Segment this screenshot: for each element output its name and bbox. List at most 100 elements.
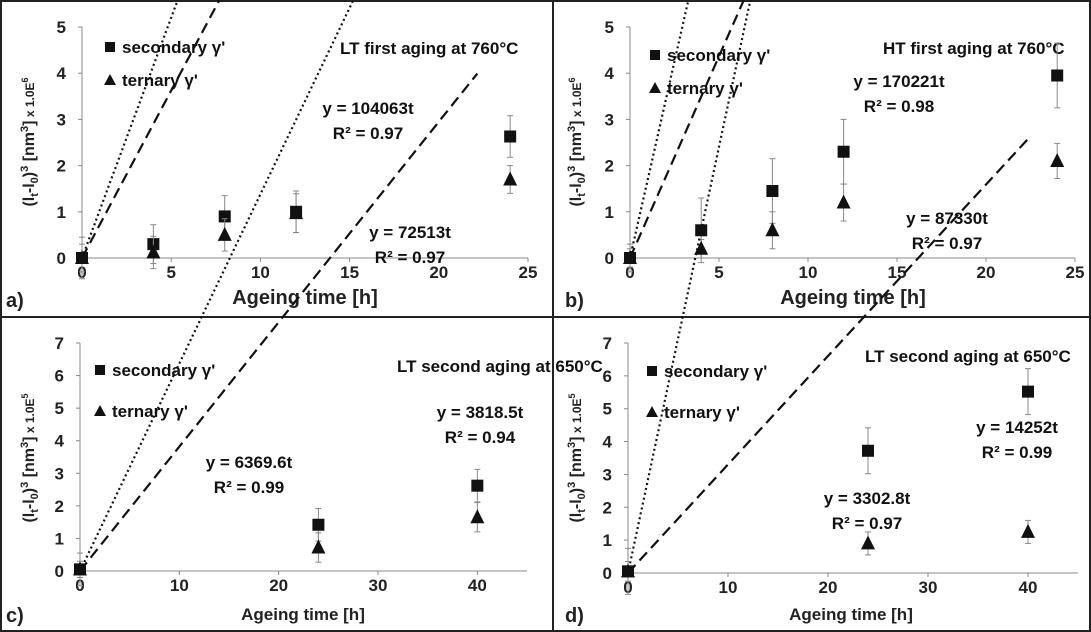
data-point-triangle (861, 535, 875, 550)
legend-entry: ternary γ' (112, 402, 188, 421)
y-tick-label: 0 (55, 562, 64, 581)
panel-label: c) (6, 605, 24, 627)
y-axis-label: (lt-l0)3 [nm3] x 1.0E6 (19, 77, 41, 206)
y-tick-label: 6 (603, 367, 612, 386)
legend-entry: secondary γ' (112, 361, 215, 380)
y-tick-label: 1 (55, 529, 64, 548)
data-point-square (312, 518, 325, 531)
data-point-square (837, 145, 850, 158)
panel-label: a) (6, 290, 24, 312)
legend-square-marker (647, 366, 657, 376)
y-tick-label: 3 (57, 110, 66, 129)
legend-square-marker (105, 42, 115, 52)
trendline-equation: y = 104063t (322, 99, 414, 118)
y-tick-label: 3 (603, 465, 612, 484)
x-tick-label: 20 (819, 578, 838, 597)
legend-triangle-marker (94, 405, 106, 416)
chart-title: LT second aging at 650°C (397, 357, 603, 376)
x-tick-label: 10 (799, 263, 818, 282)
x-tick-label: 30 (919, 578, 938, 597)
data-point-triangle (75, 250, 89, 264)
panel-label: b) (565, 290, 584, 312)
legend-square-marker (95, 365, 105, 375)
data-point-triangle (1021, 523, 1035, 538)
y-tick-label: 0 (603, 564, 612, 583)
x-tick-label: 40 (1019, 578, 1038, 597)
legend-entry: ternary γ' (664, 403, 740, 422)
y-tick-label: 2 (603, 498, 612, 517)
y-tick-label: 4 (57, 64, 67, 83)
x-tick-label: 25 (1066, 263, 1085, 282)
y-tick-label: 2 (55, 497, 64, 516)
trendline-r2: R² = 0.94 (445, 428, 516, 447)
x-tick-label: 15 (888, 263, 907, 282)
data-point-square (504, 130, 517, 143)
data-point-triangle (694, 240, 709, 255)
panel-label: d) (565, 605, 584, 627)
trendline-r2: R² = 0.99 (982, 443, 1052, 462)
data-point-triangle (311, 539, 326, 554)
x-axis-label: Ageing time [h] (789, 605, 913, 624)
data-point-square (1051, 69, 1064, 82)
y-tick-label: 5 (605, 18, 614, 37)
y-axis-label: (lt-l0)3 [nm3] x 1.0E6 (566, 77, 588, 206)
panel-frame (552, 316, 1091, 632)
y-tick-label: 1 (603, 531, 612, 550)
x-tick-label: 15 (340, 263, 359, 282)
trendline-r2: R² = 0.97 (912, 234, 982, 253)
data-point-triangle (470, 509, 485, 524)
trendline (79, 72, 479, 572)
legend-entry: secondary γ' (664, 362, 767, 381)
trendline-r2: R² = 0.97 (832, 514, 902, 533)
data-point-triangle (503, 171, 518, 186)
trendline-r2: R² = 0.99 (214, 478, 284, 497)
x-tick-label: 0 (625, 263, 634, 282)
chart-title: LT second aging at 650°C (865, 347, 1071, 366)
trendline-r2: R² = 0.98 (864, 97, 934, 116)
y-tick-label: 2 (57, 157, 66, 176)
y-tick-label: 4 (605, 64, 615, 83)
y-tick-label: 1 (605, 203, 614, 222)
trendline (80, 0, 179, 259)
y-tick-label: 5 (57, 18, 66, 37)
data-point-square (1022, 385, 1034, 398)
x-axis-label: Ageing time [h] (241, 605, 365, 624)
legend-entry: secondary γ' (122, 38, 225, 57)
legend-entry: ternary γ' (667, 79, 743, 98)
y-tick-label: 6 (55, 367, 64, 386)
trendline (79, 0, 355, 572)
x-tick-label: 5 (714, 263, 723, 282)
data-point-triangle (73, 561, 87, 576)
data-point-triangle (765, 222, 780, 237)
data-point-triangle (289, 205, 304, 220)
y-tick-label: 7 (55, 334, 64, 353)
trendline-equation: y = 14252t (976, 418, 1058, 437)
trendline-equation: y = 170221t (853, 72, 945, 91)
y-tick-label: 0 (57, 249, 66, 268)
legend-entry: ternary γ' (122, 71, 198, 90)
y-tick-label: 7 (603, 334, 612, 353)
data-point-square (471, 479, 484, 492)
trendline (627, 138, 1029, 574)
data-point-triangle (1050, 152, 1065, 167)
legend-triangle-marker (104, 74, 116, 85)
trendline-equation: y = 3818.5t (437, 403, 524, 422)
y-axis-label: (lt-l0)3 [nm3] x 1.0E5 (19, 393, 41, 522)
trendline-r2: R² = 0.97 (375, 248, 445, 267)
y-tick-label: 0 (605, 249, 614, 268)
x-tick-label: 20 (269, 576, 288, 595)
legend-triangle-marker (646, 406, 658, 417)
y-axis-label: (lt-l0)3 [nm3] x 1.0E5 (566, 393, 588, 522)
data-point-triangle (146, 244, 161, 259)
legend-triangle-marker (649, 82, 661, 93)
x-tick-label: 10 (251, 263, 270, 282)
x-tick-label: 25 (519, 263, 538, 282)
x-tick-label: 40 (468, 576, 487, 595)
trendline-r2: R² = 0.97 (333, 124, 403, 143)
